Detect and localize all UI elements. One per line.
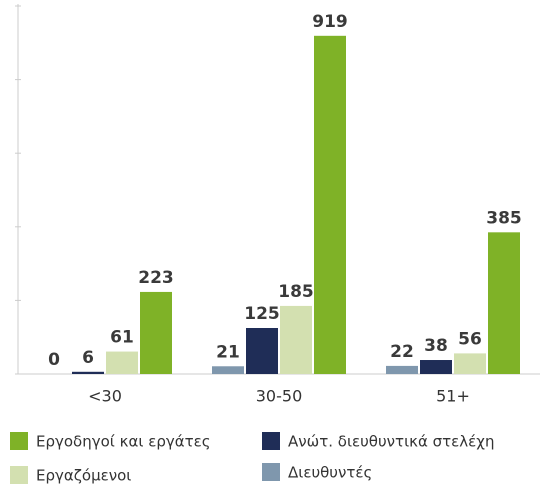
data-label: 223 xyxy=(138,268,174,288)
bar xyxy=(72,371,104,374)
data-label: 38 xyxy=(424,336,448,356)
data-label: 385 xyxy=(486,208,522,228)
x-tick-label: 30-50 xyxy=(256,387,303,406)
bar xyxy=(280,305,312,374)
data-label: 22 xyxy=(390,342,414,362)
legend-swatch xyxy=(262,432,280,450)
bar xyxy=(140,291,172,374)
data-label: 56 xyxy=(458,329,482,349)
bar xyxy=(106,351,138,374)
legend-swatch xyxy=(10,432,28,450)
data-label: 919 xyxy=(312,12,348,32)
legend-label: Ανώτ. διευθυντικά στελέχη xyxy=(288,433,494,451)
bar xyxy=(454,353,486,374)
legend-label: Εργοδηγοί και εργάτες xyxy=(36,433,211,451)
data-label: 61 xyxy=(110,328,134,348)
legend-swatch xyxy=(262,463,280,481)
bar xyxy=(246,328,278,374)
legend-swatch xyxy=(10,466,28,484)
legend-label: Διευθυντές xyxy=(288,464,372,482)
x-tick-label: 51+ xyxy=(436,387,470,406)
bar xyxy=(420,360,452,374)
data-label: 6 xyxy=(82,348,94,368)
bar xyxy=(386,365,418,374)
x-tick-label: <30 xyxy=(88,387,122,406)
data-label: 125 xyxy=(244,304,280,324)
data-label: 185 xyxy=(278,282,314,302)
legend-label: Εργαζόμενοι xyxy=(36,467,131,485)
data-label: 21 xyxy=(216,342,240,362)
bar xyxy=(212,366,244,374)
data-label: 0 xyxy=(48,350,60,370)
bar xyxy=(314,35,346,375)
bar xyxy=(488,232,520,374)
